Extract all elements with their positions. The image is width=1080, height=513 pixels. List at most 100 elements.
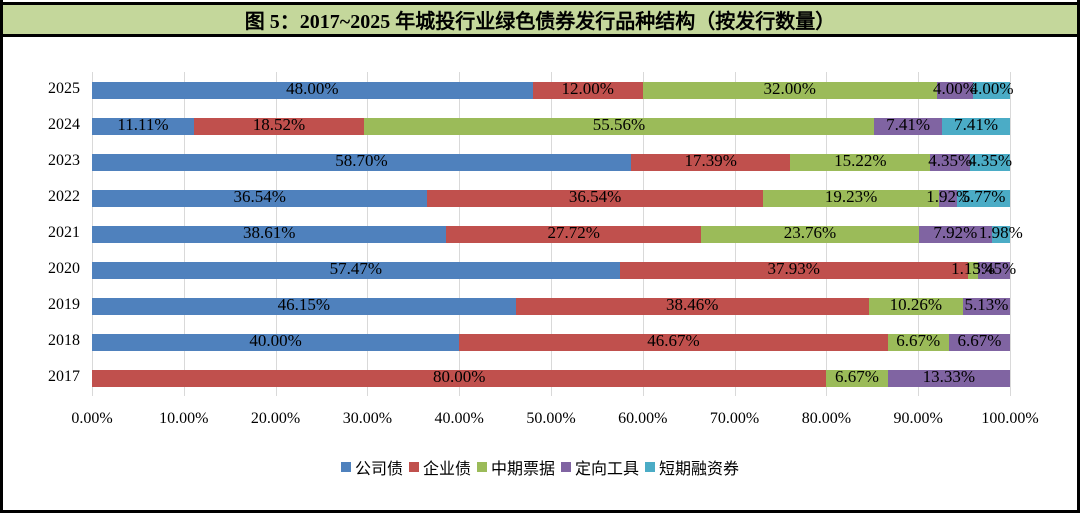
bar-segment (515, 298, 869, 315)
data-label: 32.00% (763, 79, 816, 98)
bar-segment (873, 118, 942, 135)
bar-row-2021 (92, 226, 1010, 243)
legend-label: 定向工具 (575, 461, 640, 478)
bar-segment (962, 298, 1010, 315)
bar-segment (762, 190, 940, 207)
legend-label: 短期融资券 (659, 461, 740, 478)
data-label: 38.61% (243, 223, 296, 242)
bar-segment (459, 334, 888, 351)
x-axis-tick: 60.00% (618, 410, 668, 427)
bar-segment (887, 370, 1010, 387)
data-label: 7.41% (954, 115, 999, 134)
bar-segment (92, 298, 516, 315)
legend: 公司债 企业债 中期票据 定向工具 短期融资券 (0, 455, 1080, 479)
x-axis-tick: 50.00% (526, 410, 576, 427)
data-label: 40.00% (249, 331, 302, 350)
bar-segment (970, 154, 1010, 171)
legend-item: 定向工具 (561, 455, 639, 479)
x-axis-tick: 0.00% (71, 410, 113, 427)
gridline (1010, 72, 1011, 396)
x-axis-tick: 10.00% (159, 410, 209, 427)
y-axis-label: 2022 (48, 188, 80, 205)
bar-segment (887, 334, 949, 351)
data-label: 18.52% (252, 115, 306, 134)
data-label: 58.70% (335, 151, 388, 170)
data-label: 4.35% (928, 151, 973, 170)
data-label: 27.72% (547, 223, 600, 242)
bar-segment (193, 118, 364, 135)
bar-row-2017 (92, 370, 1010, 387)
data-label: 10.26% (889, 295, 943, 314)
data-label: 17.39% (684, 151, 737, 170)
data-label: 7.92% (933, 223, 978, 242)
data-label: 13.33% (922, 367, 976, 386)
bar-segment (991, 226, 1010, 243)
legend-item: 公司债 (340, 455, 403, 479)
bar-segment (973, 82, 1010, 99)
x-axis-tick: 30.00% (342, 410, 393, 427)
legend-swatch-icon (476, 462, 487, 472)
x-axis-tick: 80.00% (801, 410, 852, 427)
bar-segment (92, 154, 631, 171)
bar-segment (700, 226, 920, 243)
bar-segment (930, 154, 971, 171)
data-label: 38.46% (665, 295, 719, 314)
bar-row-2023 (92, 154, 1010, 171)
legend-item: 企业债 (408, 455, 471, 479)
data-label: 5.77% (961, 187, 1006, 206)
bar-segment (92, 82, 533, 99)
bar-segment (446, 226, 701, 243)
bar-segment (92, 118, 194, 135)
bar-segment (957, 190, 1010, 207)
bar-row-2022 (92, 190, 1010, 207)
bar-segment (630, 154, 791, 171)
bar-segment (92, 226, 447, 243)
bar-segment (92, 262, 620, 279)
legend-item: 短期融资券 (645, 455, 739, 479)
bar-row-2024 (92, 118, 1010, 135)
y-axis-label: 2018 (48, 332, 80, 349)
data-label: 1.15% (951, 259, 996, 278)
x-axis-tick: 100.00% (981, 410, 1039, 427)
bar-segment (936, 82, 974, 99)
data-label: 23.76% (783, 223, 837, 242)
bar-row-2025 (92, 82, 1010, 99)
y-axis-label: 2021 (48, 224, 80, 241)
bar-row-2020 (92, 262, 1010, 279)
data-label: 46.67% (647, 331, 700, 350)
bar-segment (948, 334, 1011, 351)
data-label: 4.35% (968, 151, 1013, 170)
data-label: 12.00% (561, 79, 614, 98)
data-label: 6.67% (835, 367, 879, 386)
data-label: 48.00% (286, 79, 339, 98)
data-label: 7.41% (886, 115, 931, 134)
data-label: 19.23% (824, 187, 878, 206)
bar-segment (868, 298, 963, 315)
bar-segment (427, 190, 763, 207)
bar-segment (92, 190, 428, 207)
bar-segment (967, 262, 979, 279)
data-label: 6.67% (957, 331, 1002, 350)
plot-area: 48.00% 12.00% 32.00% 4.00% 4.00% 11.11% 18.52%… (92, 72, 1023, 396)
x-axis-tick: 20.00% (250, 410, 301, 427)
data-label: 6.67% (896, 331, 941, 350)
data-label: 4.00% (969, 79, 1014, 98)
legend-swatch-icon (408, 462, 419, 472)
data-label: 80.00% (432, 367, 486, 386)
x-axis-tick: 40.00% (434, 410, 484, 427)
bar-row-2019 (92, 298, 1010, 315)
bar-segment (826, 370, 888, 387)
bar-segment (92, 370, 827, 387)
data-label: 15.22% (834, 151, 887, 170)
bar-segment (92, 334, 460, 351)
data-label: 5.13% (964, 295, 1009, 314)
bar-segment (941, 118, 1010, 135)
data-label: 37.93% (767, 259, 820, 278)
data-label: 57.47% (329, 259, 382, 278)
data-label: 11.11% (117, 115, 169, 134)
legend-swatch-icon (645, 462, 656, 472)
legend-swatch-icon (340, 462, 351, 472)
bar-segment (790, 154, 931, 171)
legend-item: 中期票据 (476, 455, 555, 479)
legend-label: 公司债 (354, 461, 403, 478)
